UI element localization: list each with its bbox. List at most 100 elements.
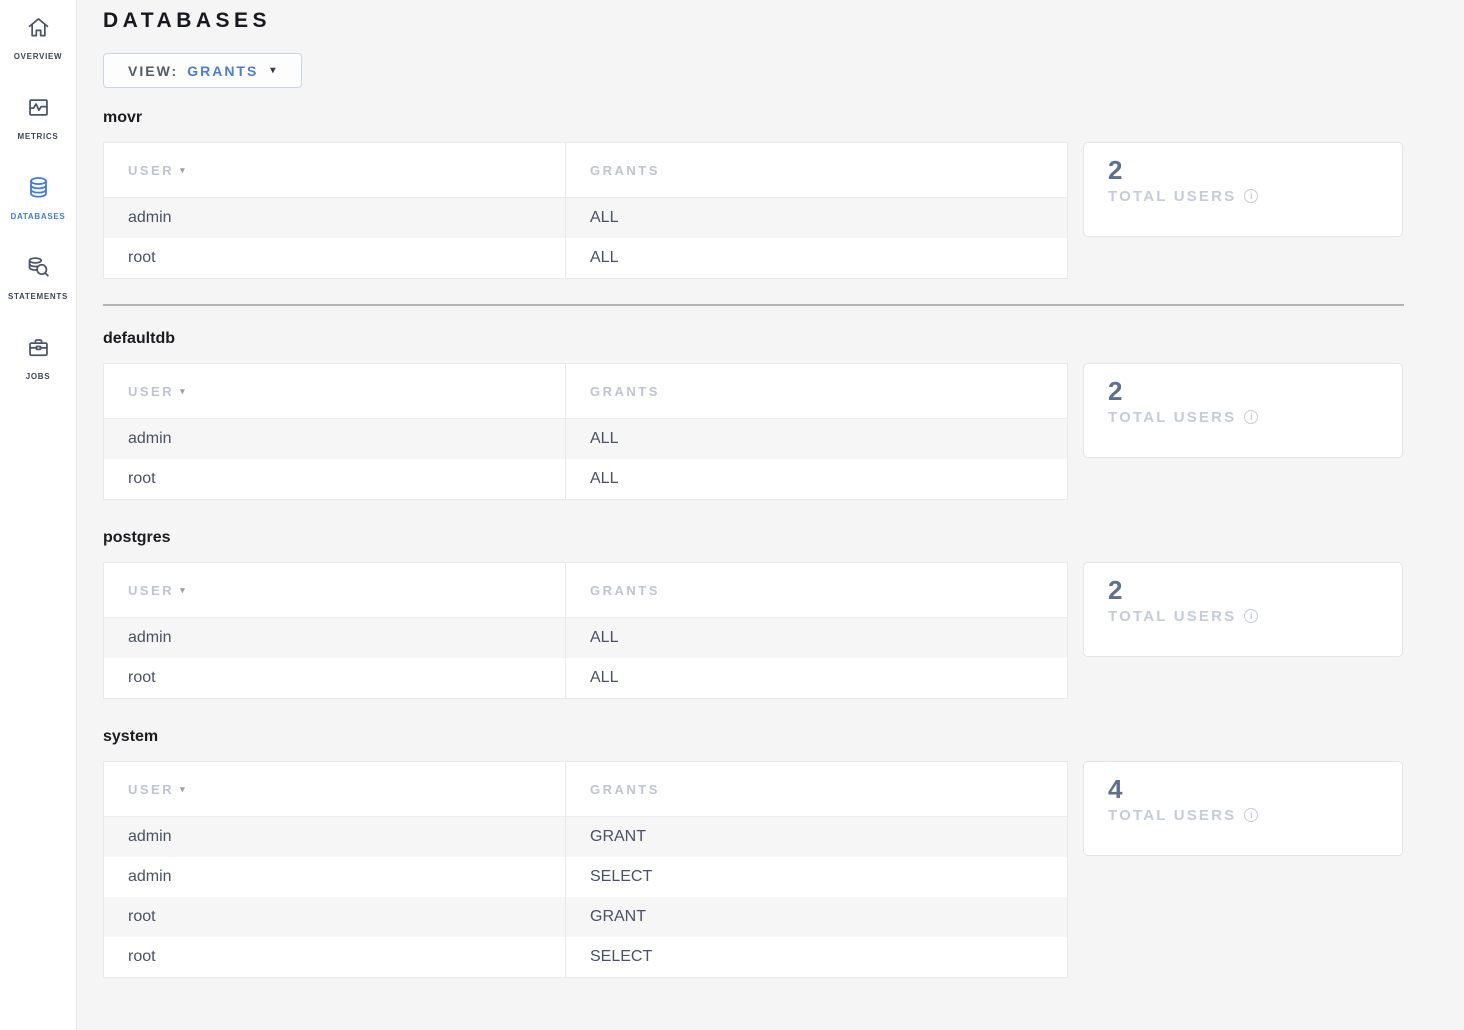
total-users-label: TOTAL USERS bbox=[1108, 187, 1237, 205]
table-header-row: USER ▾ GRANTS bbox=[104, 762, 1067, 817]
column-header-user[interactable]: USER ▾ bbox=[104, 762, 565, 816]
column-header-label: USER bbox=[128, 781, 175, 797]
sort-arrow-icon: ▾ bbox=[180, 783, 188, 794]
statements-icon bbox=[26, 255, 51, 285]
grants-cell: SELECT bbox=[565, 937, 1067, 977]
db-name: movr bbox=[103, 109, 143, 126]
sort-arrow-icon: ▾ bbox=[180, 385, 188, 396]
column-header-label: GRANTS bbox=[590, 582, 660, 598]
total-users-count: 2 bbox=[1108, 155, 1123, 185]
table-header-row: USER ▾ GRANTS bbox=[104, 143, 1067, 198]
table-header-row: USER ▾ GRANTS bbox=[104, 364, 1067, 419]
grants-table: USER ▾ GRANTS admin ALL root ALL bbox=[103, 363, 1068, 500]
db-name: defaultdb bbox=[103, 330, 175, 347]
user-cell: root bbox=[128, 948, 156, 965]
column-header-grants[interactable]: GRANTS bbox=[565, 563, 1067, 617]
sidebar-item-metrics[interactable]: METRICS bbox=[0, 92, 76, 172]
info-icon[interactable]: i bbox=[1244, 808, 1259, 823]
total-users-count: 2 bbox=[1108, 575, 1123, 605]
column-header-user[interactable]: USER ▾ bbox=[104, 563, 565, 617]
page-title: DATABASES bbox=[103, 9, 272, 32]
total-users-count: 4 bbox=[1108, 774, 1123, 804]
column-header-label: USER bbox=[128, 383, 175, 399]
sidebar-item-label: OVERVIEW bbox=[13, 52, 63, 61]
db-section-system: system USER ▾ GRANTS admin GRANT bbox=[103, 728, 1464, 978]
database-icon bbox=[26, 175, 51, 205]
sidebar-item-jobs[interactable]: JOBS bbox=[0, 332, 76, 412]
grants-cell: SELECT bbox=[565, 857, 1067, 897]
column-header-label: USER bbox=[128, 582, 175, 598]
column-header-label: GRANTS bbox=[590, 781, 660, 797]
section-divider bbox=[103, 304, 1404, 306]
table-row: admin ALL bbox=[104, 419, 1067, 459]
grants-cell: GRANT bbox=[565, 817, 1067, 857]
column-header-grants[interactable]: GRANTS bbox=[565, 364, 1067, 418]
table-row: admin ALL bbox=[104, 618, 1067, 658]
info-icon[interactable]: i bbox=[1244, 410, 1259, 425]
home-icon bbox=[26, 15, 51, 45]
sidebar-item-label: DATABASES bbox=[10, 212, 66, 221]
table-row: root GRANT bbox=[104, 897, 1067, 937]
column-header-label: GRANTS bbox=[590, 383, 660, 399]
user-cell: admin bbox=[128, 209, 172, 226]
table-row: root ALL bbox=[104, 459, 1067, 499]
info-icon[interactable]: i bbox=[1244, 189, 1259, 204]
db-section-defaultdb: defaultdb USER ▾ GRANTS admin ALL bbox=[103, 330, 1464, 500]
column-header-label: USER bbox=[128, 162, 175, 178]
view-dropdown-value: GRANTS bbox=[187, 62, 259, 79]
table-row: root SELECT bbox=[104, 937, 1067, 977]
grants-cell: ALL bbox=[565, 618, 1067, 658]
grants-cell: ALL bbox=[565, 459, 1067, 499]
total-users-label: TOTAL USERS bbox=[1108, 408, 1237, 426]
total-users-label: TOTAL USERS bbox=[1108, 806, 1237, 824]
user-cell: root bbox=[128, 669, 156, 686]
view-dropdown[interactable]: VIEW: GRANTS ▾ bbox=[103, 53, 303, 88]
table-row: admin SELECT bbox=[104, 857, 1067, 897]
grants-cell: GRANT bbox=[565, 897, 1067, 937]
grants-cell: ALL bbox=[565, 198, 1067, 238]
sidebar: OVERVIEW METRICS DATABASES bbox=[0, 0, 77, 1030]
total-users-card: 2 TOTAL USERS i bbox=[1083, 363, 1403, 458]
table-header-row: USER ▾ GRANTS bbox=[104, 563, 1067, 618]
user-cell: root bbox=[128, 908, 156, 925]
column-header-grants[interactable]: GRANTS bbox=[565, 762, 1067, 816]
user-cell: root bbox=[128, 470, 156, 487]
grants-table: USER ▾ GRANTS admin GRANT admin SELECT bbox=[103, 761, 1068, 978]
db-name: postgres bbox=[103, 529, 171, 546]
db-section-postgres: postgres USER ▾ GRANTS admin ALL bbox=[103, 529, 1464, 699]
briefcase-icon bbox=[26, 335, 51, 365]
column-header-label: GRANTS bbox=[590, 162, 660, 178]
total-users-card: 4 TOTAL USERS i bbox=[1083, 761, 1403, 856]
sidebar-item-label: STATEMENTS bbox=[7, 292, 69, 301]
sidebar-item-databases[interactable]: DATABASES bbox=[0, 172, 76, 252]
user-cell: admin bbox=[128, 828, 172, 845]
sidebar-item-overview[interactable]: OVERVIEW bbox=[0, 12, 76, 92]
view-dropdown-label: VIEW: bbox=[128, 62, 179, 79]
column-header-grants[interactable]: GRANTS bbox=[565, 143, 1067, 197]
table-row: admin ALL bbox=[104, 198, 1067, 238]
grants-cell: ALL bbox=[565, 419, 1067, 459]
grants-table: USER ▾ GRANTS admin ALL root ALL bbox=[103, 142, 1068, 279]
grants-cell: ALL bbox=[565, 238, 1067, 278]
db-section-movr: movr USER ▾ GRANTS admin ALL bbox=[103, 109, 1464, 279]
sidebar-item-statements[interactable]: STATEMENTS bbox=[0, 252, 76, 332]
metrics-icon bbox=[26, 95, 51, 125]
user-cell: admin bbox=[128, 868, 172, 885]
table-row: root ALL bbox=[104, 658, 1067, 698]
sort-arrow-icon: ▾ bbox=[180, 164, 188, 175]
column-header-user[interactable]: USER ▾ bbox=[104, 143, 565, 197]
sort-arrow-icon: ▾ bbox=[180, 584, 188, 595]
user-cell: root bbox=[128, 249, 156, 266]
total-users-count: 2 bbox=[1108, 376, 1123, 406]
column-header-user[interactable]: USER ▾ bbox=[104, 364, 565, 418]
sidebar-item-label: JOBS bbox=[25, 372, 51, 381]
db-name: system bbox=[103, 728, 159, 745]
user-cell: admin bbox=[128, 430, 172, 447]
info-icon[interactable]: i bbox=[1244, 609, 1259, 624]
table-row: root ALL bbox=[104, 238, 1067, 278]
grants-table: USER ▾ GRANTS admin ALL root ALL bbox=[103, 562, 1068, 699]
total-users-card: 2 TOTAL USERS i bbox=[1083, 562, 1403, 657]
main-content: DATABASES VIEW: GRANTS ▾ movr USER ▾ GRA… bbox=[77, 0, 1464, 1030]
grants-cell: ALL bbox=[565, 658, 1067, 698]
